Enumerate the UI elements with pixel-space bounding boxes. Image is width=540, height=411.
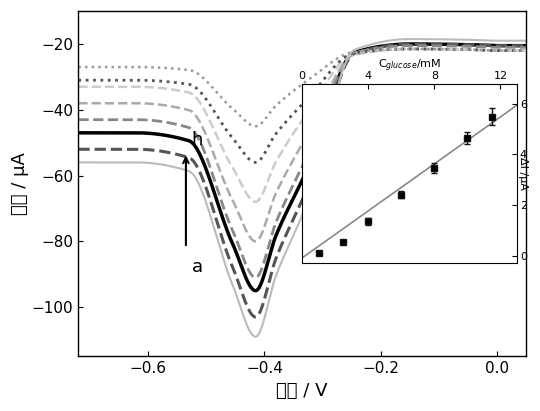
- Text: a: a: [192, 258, 203, 276]
- Text: h: h: [192, 131, 203, 149]
- X-axis label: 电压 / V: 电压 / V: [276, 382, 328, 400]
- Y-axis label: 电流 / μA: 电流 / μA: [11, 152, 29, 215]
